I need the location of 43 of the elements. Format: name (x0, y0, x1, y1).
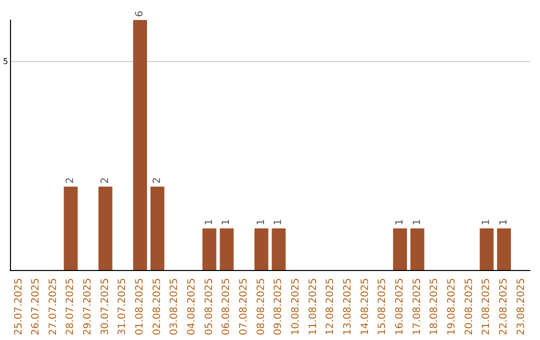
x-tick-label: 06.08.2025 (221, 278, 232, 336)
data-label: 2 (100, 177, 111, 184)
data-label: 1 (221, 218, 232, 226)
x-tick-label: 30.07.2025 (100, 278, 111, 336)
x-tick-label: 14.08.2025 (360, 278, 371, 336)
x-tick-label: 17.08.2025 (412, 278, 423, 336)
x-tick-label: 11.08.2025 (308, 278, 319, 336)
y-tick-label: 5 (2, 57, 8, 66)
data-label: 1 (204, 218, 215, 226)
x-tick-label: 04.08.2025 (186, 278, 198, 336)
x-tick-label: 16.08.2025 (394, 278, 406, 336)
x-tick-label: 01.08.2025 (134, 278, 146, 336)
x-tick-label: 27.07.2025 (48, 278, 59, 336)
x-tick-label: 22.08.2025 (498, 278, 510, 336)
x-tick-label: 12.08.2025 (325, 278, 336, 336)
x-tick-label: 03.08.2025 (169, 278, 180, 336)
x-tick-label: 15.08.2025 (377, 278, 388, 336)
data-label: 1 (273, 218, 284, 226)
data-label: 1 (256, 218, 267, 226)
x-tick-label: 29.07.2025 (82, 278, 94, 336)
data-label: 1 (412, 218, 423, 226)
x-tick-label: 02.08.2025 (152, 278, 163, 336)
x-tick-label: 31.07.2025 (117, 278, 128, 336)
data-label: 2 (65, 177, 76, 184)
x-tick-label: 07.08.2025 (238, 278, 250, 336)
x-tick-label: 28.07.2025 (65, 278, 76, 336)
data-label: 1 (498, 218, 510, 226)
x-tick-label: 18.08.2025 (429, 278, 440, 336)
x-tick-label: 10.08.2025 (290, 278, 302, 336)
x-tick-label: 23.08.2025 (516, 278, 527, 336)
x-tick-label: 05.08.2025 (204, 278, 215, 336)
x-tick-label: 08.08.2025 (256, 278, 267, 336)
data-label: 6 (134, 10, 146, 17)
x-tick-label: 09.08.2025 (273, 278, 284, 336)
x-tick-label: 20.08.2025 (464, 278, 475, 336)
data-label: 1 (481, 218, 492, 226)
data-label: 1 (394, 218, 406, 226)
x-tick-label: 19.08.2025 (446, 278, 458, 336)
x-tick-label: 25.07.2025 (13, 278, 24, 336)
x-tick-label: 21.08.2025 (481, 278, 492, 336)
data-label: 2 (152, 177, 163, 184)
x-tick-label: 26.07.2025 (30, 278, 42, 336)
x-tick-label: 13.08.2025 (342, 278, 354, 336)
